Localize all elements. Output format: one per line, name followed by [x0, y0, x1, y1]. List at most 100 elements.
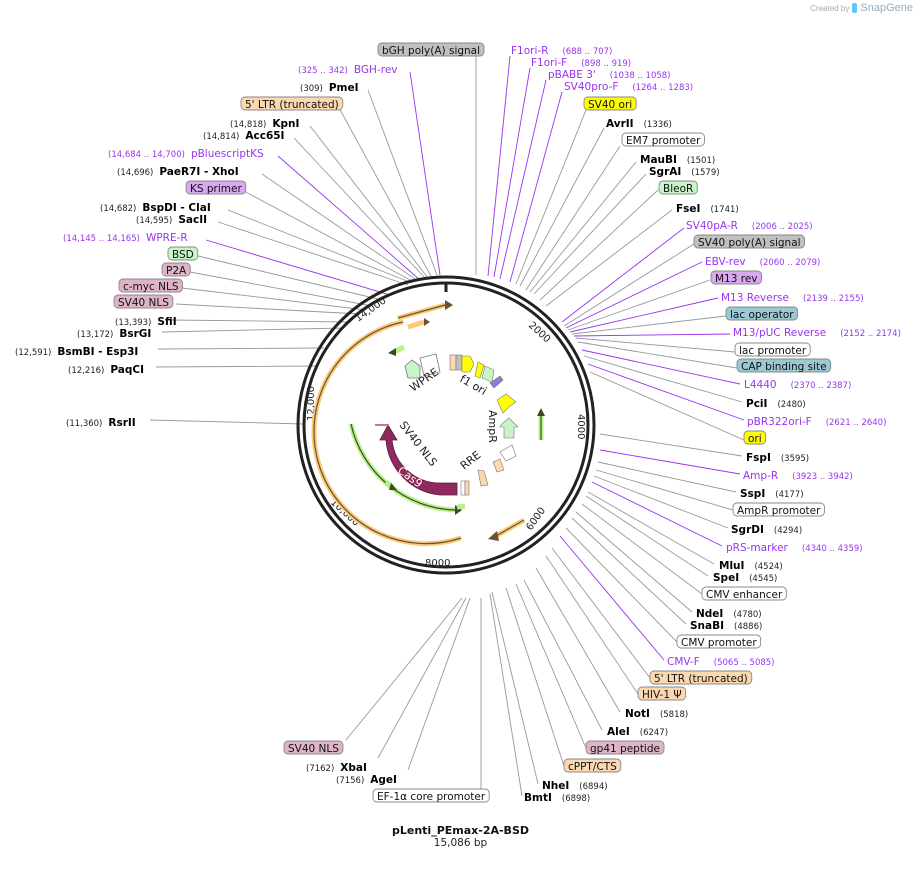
label-alei[interactable]: (6247) AleI [607, 726, 668, 738]
feature-sv40ori [474, 361, 485, 379]
leader-line-maubi [529, 161, 637, 293]
label-cmyc-nls[interactable]: c-myc NLS [118, 278, 183, 293]
label-bleor[interactable]: BleoR [658, 180, 698, 195]
label-name: WPRE-R [146, 232, 188, 244]
label-bsmbi-esp3i[interactable]: (12,591) BsmBI - Esp3I [15, 346, 138, 358]
label-position: (14,595) [136, 216, 172, 226]
label-sv40pro-f[interactable]: (1264 .. 1283) SV40pro-F [564, 81, 693, 93]
label-pbluescriptks[interactable]: (14,684 .. 14,700) pBluescriptKS [108, 148, 264, 160]
label-pbabe3[interactable]: (1038 .. 1058) pBABE 3' [548, 69, 671, 81]
label-avrii[interactable]: (1336) AvrII [606, 118, 672, 130]
tick-14000: 14,000 [353, 295, 388, 324]
label-ltr5-top[interactable]: 5' LTR (truncated) [240, 96, 344, 111]
label-bmti[interactable]: (6898) BmtI [524, 792, 590, 804]
label-em7[interactable]: EM7 promoter [621, 132, 705, 147]
leader-line-cmyc-nls [181, 287, 367, 311]
leader-line-spei [585, 495, 709, 577]
label-acc65i[interactable]: (14,814) Acc65I [203, 130, 284, 142]
label-xbai[interactable]: (7162) XbaI [306, 762, 367, 774]
label-sv40ori[interactable]: SV40 ori [583, 96, 637, 111]
label-name: PaqCI [110, 364, 144, 376]
label-position: (7162) [306, 764, 334, 774]
label-lac-operator[interactable]: lac operator [725, 306, 799, 321]
label-m13puc-reverse[interactable]: (2152 .. 2174) M13/pUC Reverse [733, 327, 901, 339]
snapgene-logo-icon [852, 3, 858, 13]
label-name: Acc65I [245, 130, 284, 142]
arrow-icon [424, 318, 430, 326]
label-kpni[interactable]: (14,818) KpnI [230, 118, 299, 130]
label-f1ori-r[interactable]: (688 .. 707) F1ori-R [511, 45, 612, 57]
label-sfii[interactable]: (13,393) SfiI [115, 316, 177, 328]
label-rsrii[interactable]: (11,360) RsrII [66, 417, 136, 429]
label-nhei[interactable]: (6894) NheI [542, 780, 608, 792]
label-paqci[interactable]: (12,216) PaqCI [68, 364, 144, 376]
label-sgrdi[interactable]: (4294) SgrDI [731, 524, 802, 536]
leader-line-snabi [571, 517, 687, 625]
label-maubi[interactable]: (1501) MauBI [640, 154, 715, 166]
label-position: (13,393) [115, 318, 151, 328]
label-wpre-r[interactable]: (14,145 .. 14,165) WPRE-R [63, 232, 188, 244]
label-pcii[interactable]: (2480) PciI [746, 398, 806, 410]
label-position: (325 .. 342) [298, 66, 348, 76]
label-position: (14,682) [100, 204, 136, 214]
label-sv40pa-r[interactable]: (2006 .. 2025) SV40pA-R [686, 220, 813, 232]
label-hiv1-psi[interactable]: HIV-1 Ψ [637, 686, 687, 701]
label-ltr5-bottom[interactable]: 5' LTR (truncated) [649, 670, 753, 685]
label-fsei[interactable]: (1741) FseI [676, 203, 739, 215]
label-sspi[interactable]: (4177) SspI [740, 488, 804, 500]
label-text: CAP binding site [741, 361, 827, 373]
label-ampr-promoter[interactable]: AmpR promoter [732, 502, 825, 517]
arrow-icon [455, 505, 462, 515]
label-sgrai[interactable]: (1579) SgrAI [649, 166, 720, 178]
label-sacii[interactable]: (14,595) SacII [136, 214, 207, 226]
leader-line-bgh-rev [409, 71, 441, 276]
label-cmv-f[interactable]: (5065 .. 5085) CMV-F [667, 656, 775, 668]
label-agei[interactable]: (7156) AgeI [336, 774, 397, 786]
label-cap-site[interactable]: CAP binding site [736, 358, 832, 373]
label-mlui[interactable]: (4524) MluI [719, 560, 783, 572]
label-bsrgi[interactable]: (13,172) BsrGI [77, 328, 151, 340]
feature-badge [736, 358, 832, 373]
label-snabi[interactable]: (4886) SnaBI [690, 620, 762, 632]
label-text: CMV promoter [681, 637, 757, 649]
label-f1ori-f[interactable]: (898 .. 919) F1ori-F [531, 57, 631, 69]
label-name: SfiI [157, 316, 176, 328]
leader-line-bmti [489, 593, 523, 797]
label-m13-reverse[interactable]: (2139 .. 2155) M13 Reverse [721, 292, 864, 304]
label-p2a[interactable]: P2A [161, 262, 191, 277]
label-ks-primer[interactable]: KS primer [185, 180, 247, 195]
label-lac-promoter[interactable]: lac promoter [734, 342, 811, 357]
label-sv40-polya[interactable]: SV40 poly(A) signal [693, 234, 805, 249]
label-bgh-polya[interactable]: bGH poly(A) signal [377, 42, 485, 57]
label-cmv-promoter[interactable]: CMV promoter [676, 634, 762, 649]
label-m13-rev[interactable]: M13 rev [710, 270, 762, 285]
label-sv40-nls-bottom[interactable]: SV40 NLS [283, 740, 344, 755]
label-bspdi-clai[interactable]: (14,682) BspDI - ClaI [100, 202, 211, 214]
label-gp41[interactable]: gp41 peptide [585, 740, 665, 755]
leader-line-gp41 [515, 583, 587, 749]
label-prs-marker[interactable]: (4340 .. 4359) pRS-marker [726, 542, 863, 554]
leader-line-p2a [189, 271, 373, 307]
label-amp-r[interactable]: (3923 .. 3942) Amp-R [743, 470, 853, 482]
label-fspi[interactable]: (3595) FspI [746, 452, 809, 464]
label-bgh-rev[interactable]: (325 .. 342) BGH-rev [298, 64, 398, 76]
label-ebv-rev[interactable]: (2060 .. 2079) EBV-rev [705, 256, 820, 268]
label-ampr: AmpR [486, 410, 499, 443]
feature-badge [732, 502, 825, 517]
label-sv40-nls-left[interactable]: SV40 NLS [113, 294, 174, 309]
label-position: (1038 .. 1058) [610, 71, 671, 81]
label-pbr322ori-f[interactable]: (2621 .. 2640) pBR322ori-F [747, 416, 886, 428]
label-ndei[interactable]: (4780) NdeI [696, 608, 762, 620]
label-spei[interactable]: (4545) SpeI [713, 572, 777, 584]
label-noti[interactable]: (5818) NotI [625, 708, 688, 720]
label-pmei[interactable]: (309) PmeI [300, 82, 359, 94]
label-cmv-enhancer[interactable]: CMV enhancer [701, 586, 787, 601]
label-cppt[interactable]: cPPT/CTS [563, 758, 622, 773]
label-l4440[interactable]: (2370 .. 2387) L4440 [744, 379, 851, 391]
label-bsd[interactable]: BSD [167, 246, 199, 261]
label-ef1a[interactable]: EF-1α core promoter [372, 788, 490, 803]
leader-line-fspi [599, 433, 743, 457]
label-paer7i-xhoi[interactable]: (14,696) PaeR7I - XhoI [117, 166, 239, 178]
label-ori[interactable]: ori [743, 430, 767, 445]
